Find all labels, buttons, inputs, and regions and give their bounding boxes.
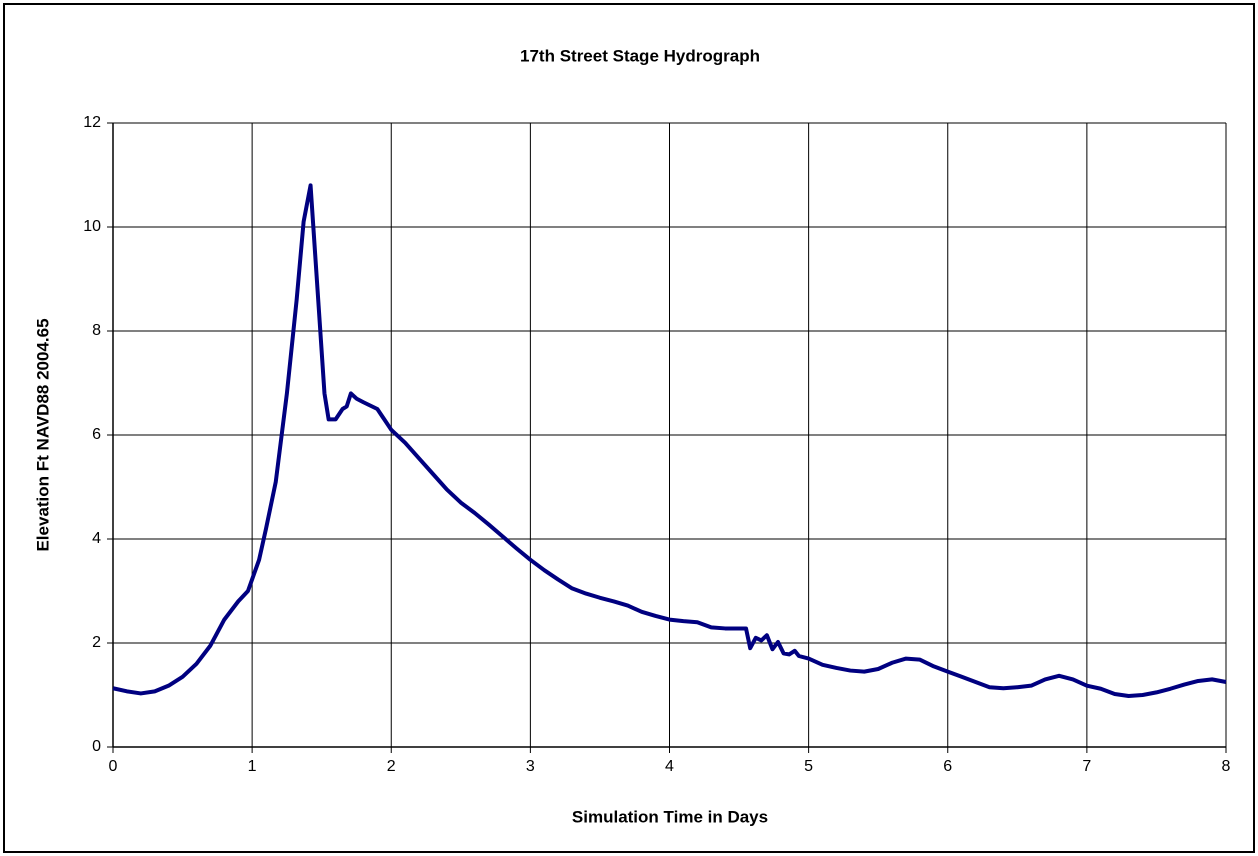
data-line bbox=[112, 183, 1227, 699]
x-tick-label: 0 bbox=[109, 758, 118, 775]
x-axis-label: Simulation Time in Days bbox=[572, 807, 768, 826]
y-axis-label: Elevation Ft NAVD88 2004.65 bbox=[33, 318, 52, 551]
x-tick-label: 4 bbox=[665, 758, 674, 775]
x-tick-label: 7 bbox=[1082, 758, 1091, 775]
x-tick-label: 2 bbox=[387, 758, 396, 775]
y-tick-label: 12 bbox=[83, 114, 101, 131]
y-tick-label: 2 bbox=[92, 634, 101, 651]
x-tick-label: 8 bbox=[1222, 758, 1231, 775]
y-tick-label: 4 bbox=[92, 530, 101, 547]
x-tick-label: 3 bbox=[526, 758, 535, 775]
chart-frame bbox=[3, 3, 1255, 853]
x-tick-label: 6 bbox=[943, 758, 952, 775]
y-tick-label: 8 bbox=[92, 322, 101, 339]
chart-title: 17th Street Stage Hydrograph bbox=[520, 46, 760, 65]
x-tick-label: 5 bbox=[804, 758, 813, 775]
x-tick-label: 1 bbox=[248, 758, 257, 775]
y-tick-label: 0 bbox=[92, 738, 101, 755]
y-tick-label: 6 bbox=[92, 426, 101, 443]
y-tick-label: 10 bbox=[83, 218, 101, 235]
